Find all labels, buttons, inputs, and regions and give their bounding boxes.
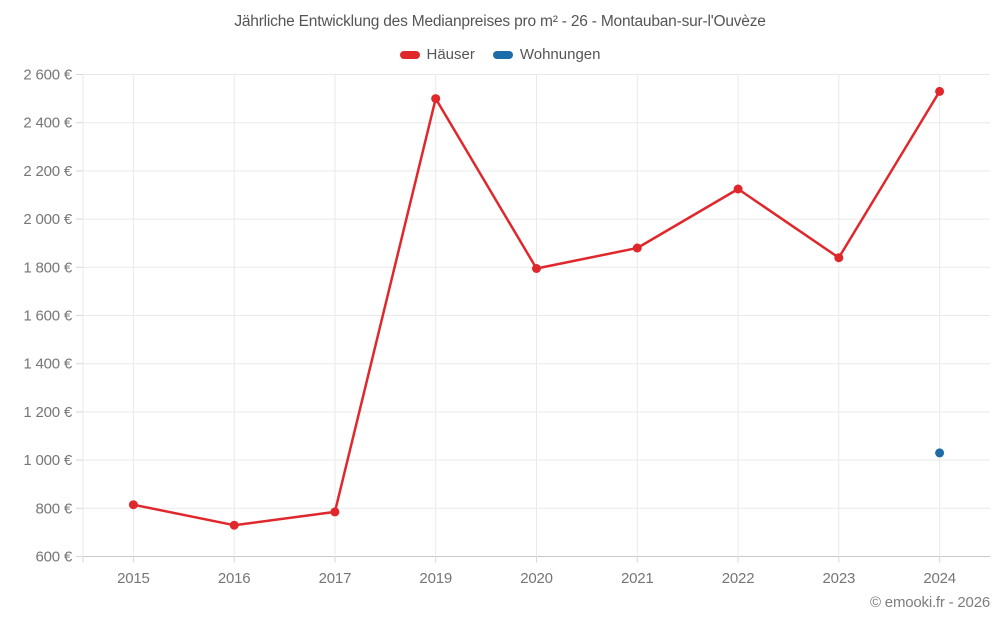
legend-label-haeuser: Häuser: [426, 46, 475, 63]
copyright-footer: © emooki.fr - 2026: [869, 594, 990, 611]
y-axis-label: 1 800 €: [23, 259, 73, 276]
data-point-0-2021: [632, 243, 642, 253]
legend-label-wohnungen: Wohnungen: [519, 46, 601, 63]
legend: Häuser Wohnungen: [0, 46, 1000, 63]
data-point-0-2016: [229, 520, 239, 530]
legend-item-wohnungen[interactable]: Wohnungen: [492, 46, 601, 63]
data-point-1-2024: [935, 448, 945, 458]
x-axis-label: 2024: [923, 570, 956, 587]
x-axis-label: 2016: [218, 570, 251, 587]
x-axis-label: 2021: [621, 570, 654, 587]
y-axis-label: 2 600 €: [23, 67, 73, 84]
data-point-0-2022: [733, 184, 743, 194]
y-axis-label: 800 €: [35, 500, 72, 517]
x-axis-label: 2015: [117, 570, 150, 587]
data-point-0-2024: [935, 86, 945, 96]
data-point-0-2023: [834, 253, 844, 263]
y-axis-label: 2 400 €: [23, 115, 73, 132]
chart-title: Jährliche Entwicklung des Medianpreises …: [234, 13, 766, 30]
y-axis-label: 2 200 €: [23, 163, 73, 180]
legend-swatch-blue: [492, 50, 513, 59]
y-axis-label: 1 400 €: [23, 356, 73, 373]
x-axis-label: 2023: [823, 570, 856, 587]
x-axis-label: 2017: [319, 570, 352, 587]
y-axis-label: 600 €: [35, 549, 72, 566]
y-axis-label: 1 600 €: [23, 308, 73, 325]
y-axis-label: 2 000 €: [23, 211, 73, 228]
data-point-0-2015: [128, 500, 138, 510]
legend-item-haeuser[interactable]: Häuser: [399, 46, 475, 63]
y-axis-label: 1 000 €: [23, 452, 73, 469]
data-point-0-2020: [532, 264, 541, 273]
x-axis-label: 2020: [520, 570, 553, 587]
x-axis-label: 2022: [722, 570, 755, 587]
data-point-0-2017: [330, 507, 340, 517]
y-axis-label: 1 200 €: [23, 404, 73, 421]
x-axis-label: 2019: [419, 570, 452, 587]
data-point-0-2019: [431, 94, 441, 104]
legend-swatch-red: [399, 50, 420, 59]
